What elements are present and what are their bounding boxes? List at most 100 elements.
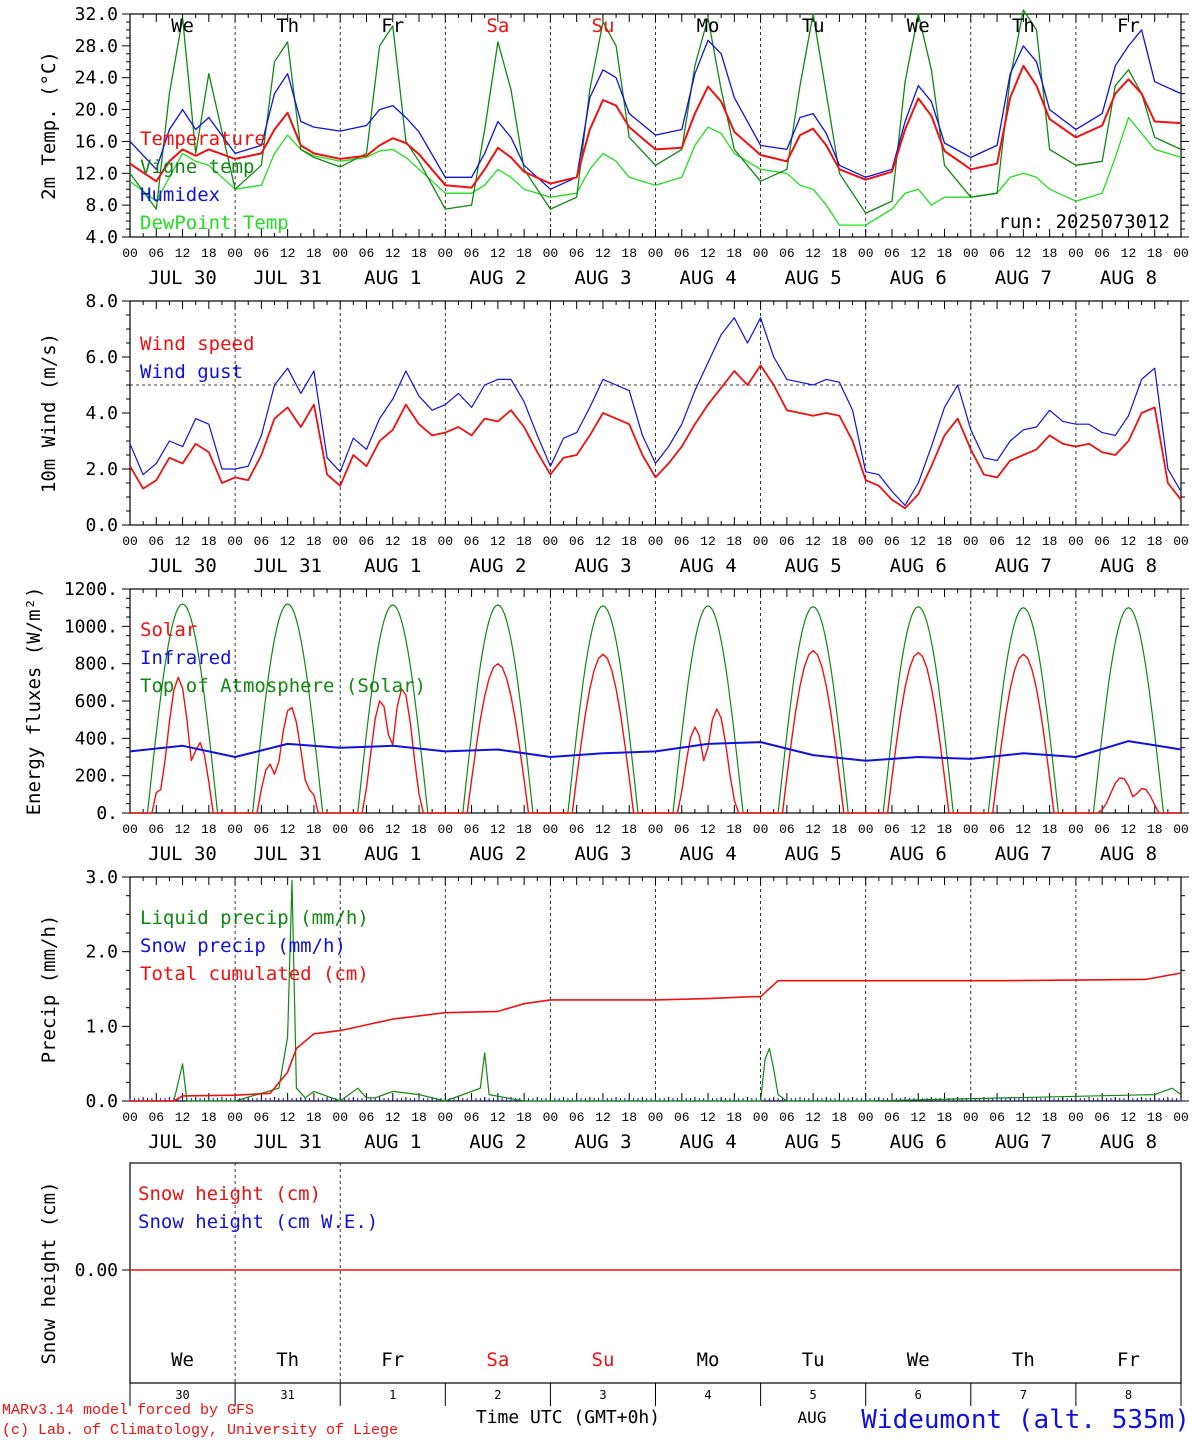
- date-label: JUL 31: [253, 267, 322, 289]
- hour-tick-label: 18: [621, 1110, 637, 1125]
- run-label: run: 2025073012: [998, 211, 1170, 233]
- y-tick-label: 200.: [75, 766, 118, 787]
- hour-tick-label: 12: [280, 246, 296, 261]
- weekday-label: Mo: [697, 15, 720, 37]
- hour-tick-label: 18: [621, 246, 637, 261]
- hour-tick-label: 00: [963, 534, 979, 549]
- hour-tick-label: 06: [464, 822, 480, 837]
- y-tick-label: 32.0: [75, 4, 118, 25]
- date-label: AUG 7: [995, 843, 1052, 865]
- day-number-label: 2: [494, 1388, 501, 1402]
- date-label: JUL 31: [253, 555, 322, 577]
- date-label: AUG 2: [469, 555, 526, 577]
- y-tick-label: 0.0: [85, 515, 118, 536]
- weekday-label: Fr: [381, 15, 404, 37]
- date-label: AUG 1: [364, 1131, 421, 1153]
- date-label: AUG 5: [785, 555, 842, 577]
- hour-tick-label: 06: [674, 1110, 690, 1125]
- y-tick-label: 8.0: [85, 195, 118, 216]
- day-number-label: 5: [810, 1388, 817, 1402]
- hour-tick-label: 00: [858, 534, 874, 549]
- hour-tick-label: 06: [148, 534, 164, 549]
- date-label: JUL 30: [148, 843, 217, 865]
- hour-tick-label: 00: [332, 822, 348, 837]
- model-credit: MARv3.14 model forced by GFS: [2, 1402, 254, 1419]
- hour-tick-label: 18: [727, 534, 743, 549]
- hour-tick-label: 12: [700, 822, 716, 837]
- date-label: AUG 4: [679, 267, 736, 289]
- hour-tick-label: 18: [832, 1110, 848, 1125]
- date-label: AUG 4: [679, 1131, 736, 1153]
- hour-tick-label: 00: [648, 822, 664, 837]
- hour-tick-label: 06: [569, 246, 585, 261]
- y-tick-label: 1200.: [64, 579, 118, 600]
- hour-tick-label: 12: [175, 1110, 191, 1125]
- hour-tick-label: 18: [937, 534, 953, 549]
- hour-tick-label: 00: [1068, 822, 1084, 837]
- y-tick-label: 12.0: [75, 163, 118, 184]
- hour-tick-label: 12: [1121, 822, 1137, 837]
- hour-tick-label: 12: [1016, 822, 1032, 837]
- weekday-label: Th: [1012, 15, 1035, 37]
- weekday-label: Sa: [486, 15, 509, 37]
- weekday-label: Su: [592, 15, 615, 37]
- y-tick-label: 2.0: [85, 942, 118, 963]
- hour-tick-label: 00: [1173, 1110, 1189, 1125]
- series-solar: [130, 649, 1181, 814]
- hour-tick-label: 00: [227, 822, 243, 837]
- hour-tick-label: 00: [648, 1110, 664, 1125]
- date-label: AUG 1: [364, 267, 421, 289]
- hour-tick-label: 12: [175, 822, 191, 837]
- series-liquid-precip: [130, 879, 1182, 1102]
- day-number-label: 6: [915, 1388, 922, 1402]
- date-label: AUG 3: [574, 267, 631, 289]
- hour-tick-label: 00: [753, 534, 769, 549]
- hour-tick-label: 12: [385, 1110, 401, 1125]
- hour-tick-label: 06: [989, 1110, 1005, 1125]
- hour-tick-label: 06: [884, 246, 900, 261]
- date-label: AUG 4: [679, 843, 736, 865]
- hour-tick-label: 00: [1173, 534, 1189, 549]
- hour-tick-label: 00: [227, 246, 243, 261]
- hour-tick-label: 18: [1042, 534, 1058, 549]
- hour-tick-label: 00: [1173, 822, 1189, 837]
- y-tick-label: 4.0: [85, 403, 118, 424]
- hour-tick-label: 00: [437, 1110, 453, 1125]
- hour-tick-label: 12: [910, 246, 926, 261]
- hour-tick-label: 18: [516, 534, 532, 549]
- date-label: JUL 31: [253, 1131, 322, 1153]
- hour-tick-label: 18: [411, 822, 427, 837]
- hour-tick-label: 12: [1121, 1110, 1137, 1125]
- hour-tick-label: 00: [753, 1110, 769, 1125]
- series-temperature: [129, 64, 1182, 189]
- y-tick-label: 8.0: [85, 291, 118, 312]
- y-tick-label: 800.: [75, 654, 118, 675]
- date-label: JUL 31: [253, 843, 322, 865]
- day-number-label: 1: [389, 1388, 396, 1402]
- legend-liquid-precip-mm-h-: Liquid precip (mm/h): [140, 907, 369, 929]
- hour-tick-label: 12: [805, 246, 821, 261]
- weekday-label-bottom: We: [171, 1349, 194, 1371]
- hour-tick-label: 18: [621, 534, 637, 549]
- hour-tick-label: 00: [963, 246, 979, 261]
- weekday-label: Fr: [1117, 15, 1140, 37]
- hour-tick-label: 06: [254, 534, 270, 549]
- hour-tick-label: 12: [1016, 534, 1032, 549]
- weekday-label-bottom: Fr: [1117, 1349, 1140, 1371]
- legend-vigne-temp: Vigne temp: [140, 156, 254, 178]
- y-tick-label: 2.0: [85, 459, 118, 480]
- hour-tick-label: 18: [727, 1110, 743, 1125]
- hour-tick-label: 06: [884, 534, 900, 549]
- hour-tick-label: 06: [569, 1110, 585, 1125]
- hour-tick-label: 12: [175, 534, 191, 549]
- day-number-label: 30: [175, 1388, 189, 1402]
- date-label: AUG 1: [364, 843, 421, 865]
- x-axis-label: Time UTC (GMT+0h): [476, 1407, 660, 1428]
- hour-tick-label: 18: [201, 246, 217, 261]
- legend-solar: Solar: [140, 619, 197, 641]
- date-label: AUG 2: [469, 843, 526, 865]
- day-number-label: 8: [1125, 1388, 1132, 1402]
- y-tick-label: 0.00: [75, 1260, 118, 1281]
- date-label: AUG 2: [469, 1131, 526, 1153]
